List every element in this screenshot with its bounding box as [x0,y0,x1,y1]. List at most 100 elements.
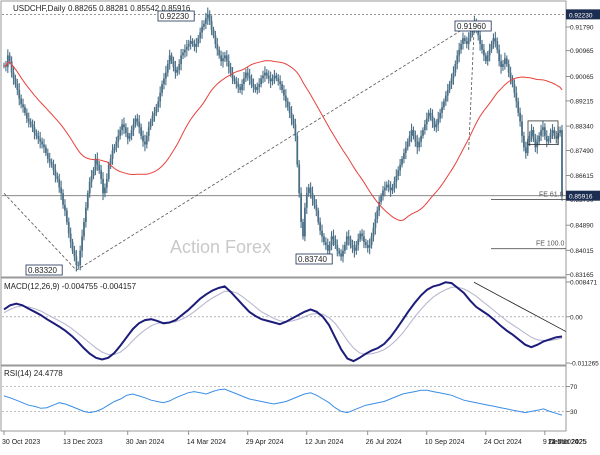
candle-body [342,250,344,257]
candle-body [54,170,57,177]
candle-body [140,127,143,136]
candle-body [235,81,238,85]
y-tick-label: 0.87490 [570,148,594,155]
candle-body [220,55,223,62]
y-tick-label: 0.90065 [570,74,594,81]
candle-body [540,130,542,136]
candle-body [149,121,152,128]
candle-body [366,244,369,248]
candle-body [307,187,310,194]
candle-body [321,230,323,237]
candle-body [450,78,453,85]
candle-body [239,87,242,90]
candle-body [406,141,409,148]
rsi-panel-frame [0,365,567,432]
candle-body [117,135,120,142]
candle-body [102,178,104,194]
candle-body [237,84,240,88]
candle-body [296,135,299,165]
candle-body [174,66,177,73]
candle-body [414,135,417,142]
candle-body [128,135,131,139]
candle-body [43,144,45,148]
candle-body [323,236,325,243]
y-tick-label: 0.86615 [570,173,594,180]
candle-body [208,14,211,21]
candle-body [444,95,447,102]
candle-body [144,141,146,145]
y-tick-label: 0.83165 [570,272,594,279]
candle-body [374,219,377,228]
candle-body [294,124,297,136]
price-annotation-label: 0.91960 [457,22,486,31]
candle-body [553,130,556,136]
macd-trendline [473,281,567,332]
candle-body [496,41,499,50]
x-tick-label: 10 Sep 2024 [425,439,465,446]
candle-body [319,222,322,231]
candle-body [298,164,301,194]
candle-body [509,72,512,79]
candle-body [212,29,215,36]
candle-body [555,135,558,139]
candle-body [81,236,83,251]
candle-body [203,23,205,27]
candle-body [107,164,110,179]
candle-body [389,187,392,191]
candle-body [218,49,221,56]
x-tick-label: 30 Oct 2023 [2,439,40,446]
candle-body [75,256,78,266]
candle-body [547,138,550,142]
candle-body [100,170,103,179]
candle-body [281,84,283,90]
candle-body [425,118,428,125]
candle-body [532,130,535,139]
candle-body [290,112,293,119]
trend-line-dashed [76,21,475,271]
candle-body [313,199,316,205]
candle-body [353,247,356,251]
y-tick-label: 0.008471 [570,279,597,286]
candle-body [197,38,200,44]
candle-body [22,104,24,108]
candle-body [29,121,32,125]
x-tick-label: 29 Apr 2024 [246,439,284,446]
candle-body [340,253,342,257]
candle-body [170,55,173,62]
candle-body [275,75,278,79]
candle-body [210,20,213,30]
candle-body [231,72,234,79]
candle-body [363,236,365,243]
candle-body [277,78,280,82]
candle-body [545,135,548,142]
candle-body [96,158,99,165]
candle-body [262,75,264,79]
candle-body [528,135,531,142]
y-tick-label: 70 [570,384,578,391]
candle-body [195,43,198,47]
candle-body [561,130,563,196]
macd-title: MACD(12,26,9) -0.004755 -0.004157 [4,282,137,291]
candle-body [182,52,184,56]
candle-body [498,49,501,62]
candle-body [64,204,66,211]
candle-body [35,132,38,136]
candle-body [305,193,308,208]
candle-body [443,101,445,108]
candle-body [193,43,196,47]
candle-body [113,147,116,151]
candle-body [349,239,352,245]
candle-body [328,244,331,251]
candle-body [534,138,537,148]
candle-body [241,84,243,90]
candle-body [315,204,318,211]
candle-body [300,193,302,223]
candle-body [490,43,493,50]
y-tick-label: -0.011265 [570,361,599,368]
candle-body [163,78,165,85]
candle-body [399,164,402,171]
candle-body [20,98,23,105]
candle-body [90,176,93,182]
candle-body [67,222,70,234]
candle-body [84,207,87,223]
